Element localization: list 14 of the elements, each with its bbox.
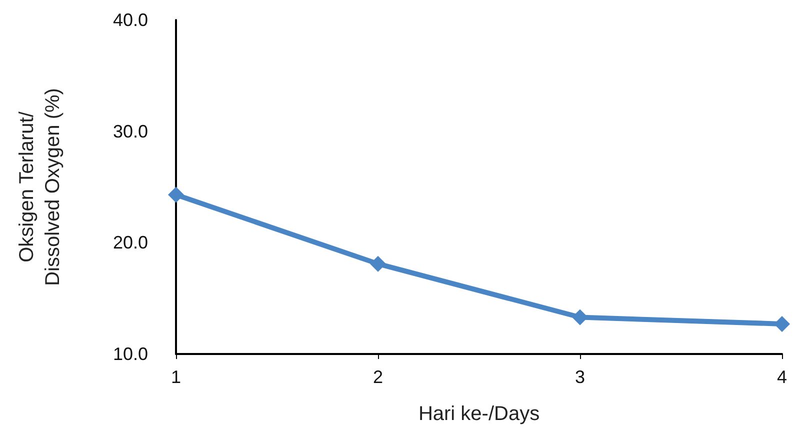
y-tick-label: 20.0 xyxy=(112,232,148,253)
y-tick-label: 30.0 xyxy=(112,121,148,142)
y-tick-label: 10.0 xyxy=(112,344,148,364)
x-tick-label: 2 xyxy=(372,367,384,387)
x-tick-label: 1 xyxy=(170,367,182,387)
x-tick-label: 3 xyxy=(574,367,586,387)
y-axis-title: Oksigen Terlarut/ Dissolved Oxygen (%) xyxy=(16,88,64,286)
point xyxy=(572,309,588,326)
x-axis-title: Hari ke-/Days xyxy=(418,403,540,425)
point xyxy=(168,186,184,203)
point xyxy=(370,256,386,272)
point xyxy=(774,316,790,332)
x-tick-label: 4 xyxy=(776,367,788,387)
y-tick-label: 40.0 xyxy=(112,10,148,30)
